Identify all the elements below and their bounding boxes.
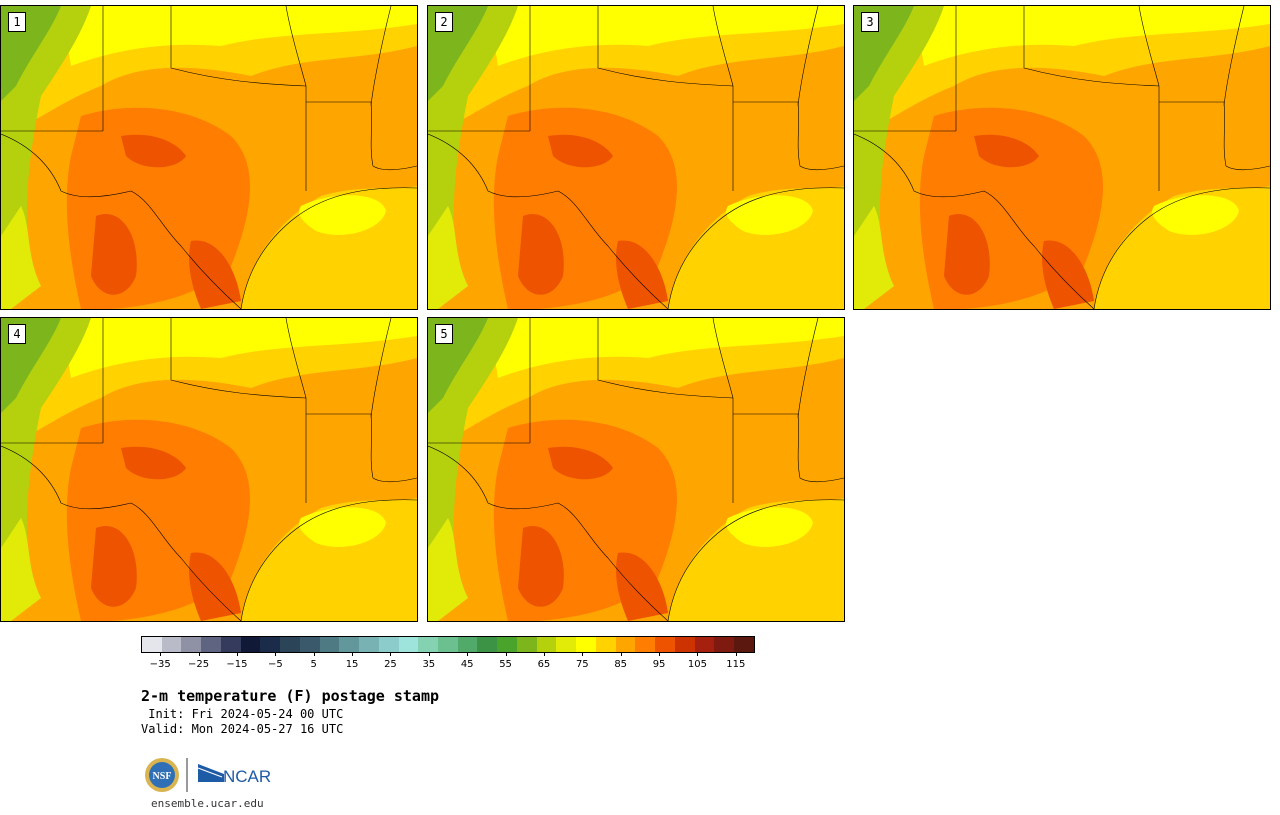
colorbar-swatch — [576, 637, 596, 652]
svg-text:NCAR: NCAR — [223, 767, 271, 786]
colorbar-swatch — [240, 637, 261, 652]
ncar-logo: NCAR — [197, 764, 271, 786]
colorbar-swatch — [319, 637, 340, 652]
colorbar-tick-label: 105 — [687, 659, 707, 670]
colorbar-swatch — [536, 637, 557, 652]
init-time: Init: Fri 2024-05-24 00 UTC — [141, 707, 344, 721]
panel-number-3: 3 — [861, 12, 879, 32]
logos: NSF NCAR — [144, 756, 274, 794]
stamp-panel-2: 2 — [427, 5, 845, 310]
colorbar-tick — [620, 652, 622, 656]
colorbar-swatch — [477, 637, 498, 652]
panel-number-5: 5 — [435, 324, 453, 344]
colorbar-swatch — [655, 637, 675, 652]
colorbar-swatch — [714, 637, 735, 652]
colorbar-tick-label: −25 — [188, 659, 210, 670]
colorbar-tick — [313, 652, 315, 656]
colorbar-tick-label: 25 — [384, 659, 397, 670]
colorbar-tick-label: −5 — [267, 659, 283, 670]
colorbar-tick — [236, 652, 238, 656]
colorbar-swatch — [635, 637, 656, 652]
nsf-logo: NSF — [145, 758, 179, 792]
colorbar-swatch — [674, 637, 695, 652]
svg-text:NSF: NSF — [153, 771, 172, 782]
colorbar — [141, 636, 755, 653]
colorbar-tick-label: 15 — [345, 659, 359, 670]
colorbar-swatch — [595, 637, 616, 652]
colorbar-swatch — [339, 637, 360, 652]
colorbar-swatch — [438, 637, 458, 652]
colorbar-swatch — [378, 637, 399, 652]
colorbar-swatch — [220, 637, 241, 652]
colorbar-swatch — [556, 637, 577, 652]
colorbar-swatch — [260, 637, 281, 652]
colorbar-tick-label: 65 — [537, 659, 551, 670]
colorbar-swatch — [201, 637, 221, 652]
colorbar-tick-label: 95 — [652, 659, 666, 670]
valid-time: Valid: Mon 2024-05-27 16 UTC — [141, 722, 344, 736]
colorbar-tick-label: 45 — [460, 659, 474, 670]
stamp-panel-4: 4 — [0, 317, 418, 622]
colorbar-tick-label: −15 — [226, 659, 248, 670]
colorbar-tick-label: 115 — [726, 659, 746, 670]
colorbar-swatch — [516, 637, 537, 652]
stamp-panel-3: 3 — [853, 5, 1271, 310]
colorbar-swatch — [398, 637, 419, 652]
colorbar-tick — [352, 652, 354, 656]
colorbar-tick — [198, 652, 200, 656]
colorbar-tick — [160, 652, 162, 656]
colorbar-tick — [428, 652, 430, 656]
colorbar-swatch — [734, 637, 754, 652]
colorbar-swatch — [299, 637, 320, 652]
colorbar-swatch — [457, 637, 478, 652]
colorbar-swatch — [280, 637, 300, 652]
colorbar-tick — [697, 652, 699, 656]
colorbar-swatch — [142, 637, 162, 652]
colorbar-tick — [467, 652, 469, 656]
stamp-panel-5: 5 — [427, 317, 845, 622]
colorbar-tick — [659, 652, 661, 656]
panel-number-1: 1 — [8, 12, 26, 32]
colorbar-tick — [275, 652, 277, 656]
colorbar-tick — [582, 652, 584, 656]
colorbar-swatch — [418, 637, 439, 652]
colorbar-tick — [543, 652, 545, 656]
figure-title: 2-m temperature (F) postage stamp — [141, 687, 440, 705]
colorbar-swatch — [181, 637, 202, 652]
footer-url: ensemble.ucar.edu — [151, 797, 264, 810]
colorbar-tick-label: −35 — [149, 659, 171, 670]
colorbar-tick-label: 5 — [310, 659, 317, 670]
colorbar-tick — [505, 652, 507, 656]
colorbar-swatch — [615, 637, 636, 652]
colorbar-tick — [735, 652, 737, 656]
colorbar-tick-label: 55 — [499, 659, 512, 670]
panel-number-4: 4 — [8, 324, 26, 344]
colorbar-tick — [390, 652, 392, 656]
colorbar-swatch — [694, 637, 715, 652]
colorbar-swatch — [161, 637, 182, 652]
colorbar-swatch — [359, 637, 379, 652]
colorbar-tick-label: 85 — [614, 659, 628, 670]
colorbar-tick-label: 75 — [575, 659, 589, 670]
colorbar-tick-label: 35 — [422, 659, 436, 670]
colorbar-swatch — [497, 637, 517, 652]
colorbar-ticks: −35 −25 −15 −5 5 15 25 35 45 55 65 75 85 95 105 115 — [141, 652, 755, 676]
stamp-panel-1: 1 — [0, 5, 418, 310]
panel-number-2: 2 — [435, 12, 453, 32]
